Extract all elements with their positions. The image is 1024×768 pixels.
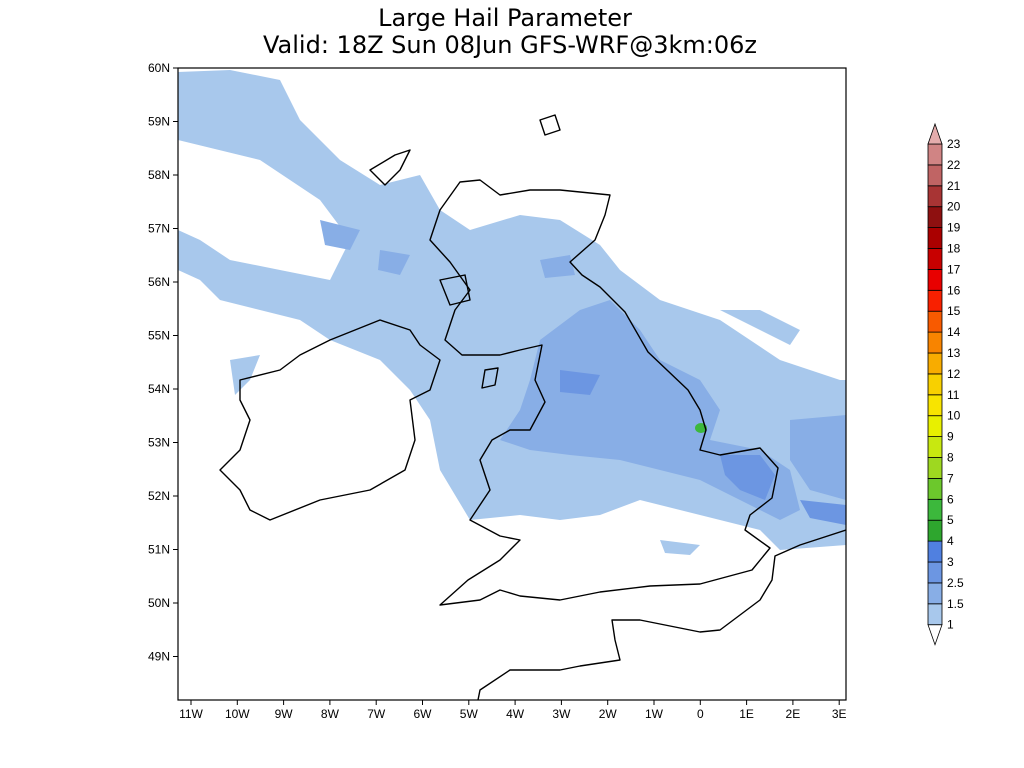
colorbar-segment [927, 352, 943, 375]
subtitle: Valid: 18Z Sun 08Jun GFS-WRF@3km:06z [263, 31, 757, 59]
colorbar-label: 5 [947, 513, 954, 527]
lat-label: 59N [148, 115, 170, 129]
colorbar-segment [927, 185, 943, 208]
lon-label: 9W [275, 707, 294, 721]
lat-label: 58N [148, 168, 170, 182]
field-white [178, 140, 680, 450]
lat-label: 57N [148, 222, 170, 236]
colorbar-end [927, 122, 943, 145]
colorbar-segment [927, 415, 943, 438]
colorbar-segment [927, 519, 943, 542]
map-area [178, 68, 846, 700]
colorbar-label: 9 [947, 430, 954, 444]
lon-label: 5W [460, 707, 479, 721]
colorbar-label: 8 [947, 451, 954, 465]
colorbar-segment [927, 164, 943, 187]
colorbar-segment [927, 540, 943, 563]
lon-label: 8W [321, 707, 340, 721]
colorbar-segment [927, 477, 943, 500]
colorbar: 1 1.5 2.5 3 4 5 6 7 8 9 10 11 12 13 14 15 16 17 18 19 20 21 22… [927, 122, 964, 646]
colorbar-label: 22 [947, 158, 961, 172]
lat-label: 55N [148, 329, 170, 343]
lat-label: 54N [148, 382, 170, 396]
colorbar-label: 11 [947, 388, 960, 402]
lon-label: 11W [179, 707, 203, 721]
colorbar-label: 17 [947, 262, 961, 276]
colorbar-label: 13 [947, 346, 961, 360]
colorbar-label: 6 [947, 492, 954, 506]
lon-label: 4W [506, 707, 525, 721]
colorbar-segment [927, 248, 943, 270]
colorbar-label: 21 [947, 179, 961, 193]
lon-label: 6W [414, 707, 433, 721]
colorbar-segment [927, 310, 943, 333]
colorbar-label: 12 [947, 367, 961, 381]
colorbar-label: 23 [947, 137, 961, 151]
coastline-ireland [219, 319, 441, 521]
lon-label: 3W [552, 707, 571, 721]
colorbar-segment [927, 206, 943, 228]
colorbar-segment [927, 498, 943, 521]
lon-label: 3E [832, 707, 847, 721]
colorbar-segment [927, 394, 943, 417]
colorbar-segment [927, 603, 943, 626]
colorbar-segment [927, 373, 943, 396]
colorbar-label: 2.5 [947, 576, 964, 590]
title: Large Hail Parameter [378, 4, 632, 32]
colorbar-segment [927, 227, 943, 249]
lat-label: 60N [148, 61, 170, 75]
colorbar-segment [927, 457, 943, 479]
colorbar-segment [927, 268, 943, 291]
lon-label: 2W [599, 707, 618, 721]
colorbar-label: 20 [947, 200, 961, 214]
colorbar-label: 3 [947, 555, 954, 569]
lat-label: 53N [148, 436, 170, 450]
colorbar-segment [927, 561, 943, 584]
plot-frame [177, 67, 847, 701]
coastline-great-britain [429, 179, 779, 606]
colorbar-label: 14 [947, 325, 961, 339]
lon-label: 7W [367, 707, 386, 721]
colorbar-label: 18 [947, 242, 961, 256]
colorbar-segment [927, 289, 943, 312]
lat-label: 52N [148, 489, 170, 503]
coastline-france [477, 529, 846, 700]
coastline-islands [369, 114, 561, 389]
lat-label: 56N [148, 275, 170, 289]
lon-label: 10W [225, 707, 250, 721]
colorbar-label: 10 [947, 409, 961, 423]
colorbar-label: 16 [947, 283, 961, 297]
lon-label: 2E [786, 707, 801, 721]
colorbar-label: 4 [947, 534, 954, 548]
colorbar-label: 7 [947, 471, 954, 485]
colorbar-label: 19 [947, 221, 961, 235]
field-dark [560, 370, 846, 525]
colorbar-label: 15 [947, 304, 961, 318]
lat-label: 51N [148, 543, 170, 557]
colorbar-label: 1 [947, 618, 954, 632]
lat-label: 50N [148, 596, 170, 610]
colorbar-segment [927, 331, 943, 354]
axes: 60N 59N 58N 57N 56N 55N 54N 53N 52N 51N 50N 49N 11W 1… [148, 61, 847, 721]
colorbar-segment [927, 143, 943, 166]
lon-label: 1E [739, 707, 754, 721]
colorbar-segment [927, 582, 943, 605]
colorbar-segment [927, 436, 943, 458]
lon-label: 1W [645, 707, 664, 721]
colorbar-end [927, 624, 943, 646]
lat-label: 49N [148, 650, 170, 664]
lon-label: 0 [697, 707, 704, 721]
colorbar-label: 1.5 [947, 597, 964, 611]
